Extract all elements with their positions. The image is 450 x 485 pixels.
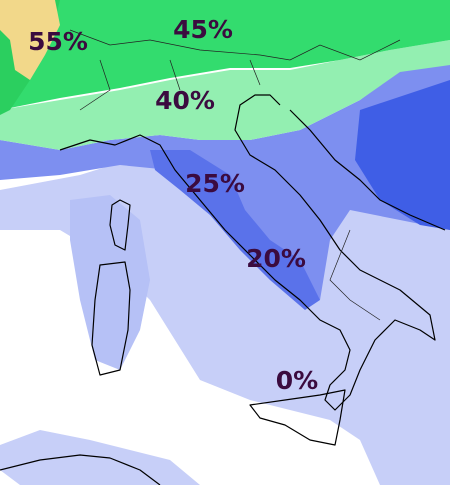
map-label: 40% (155, 86, 215, 115)
dark-blue-zone (355, 80, 450, 230)
border (69, 29, 401, 321)
coastline (0, 454, 161, 485)
coastline (289, 109, 446, 231)
dark-blue-zone (150, 150, 320, 310)
map-label: 25% (185, 169, 245, 198)
map-label: 20% (246, 244, 306, 273)
map-label: 55% (28, 27, 88, 56)
sardinia (91, 261, 131, 376)
light-green-zone (0, 40, 450, 150)
corsica (109, 199, 131, 251)
yellow-zone (0, 0, 60, 80)
map-label: 45% (173, 15, 233, 44)
green-zone (0, 0, 450, 110)
sicily (249, 389, 346, 446)
coastline (59, 94, 436, 411)
map-label: 0% (276, 366, 318, 395)
light-blue-zone (70, 195, 150, 370)
